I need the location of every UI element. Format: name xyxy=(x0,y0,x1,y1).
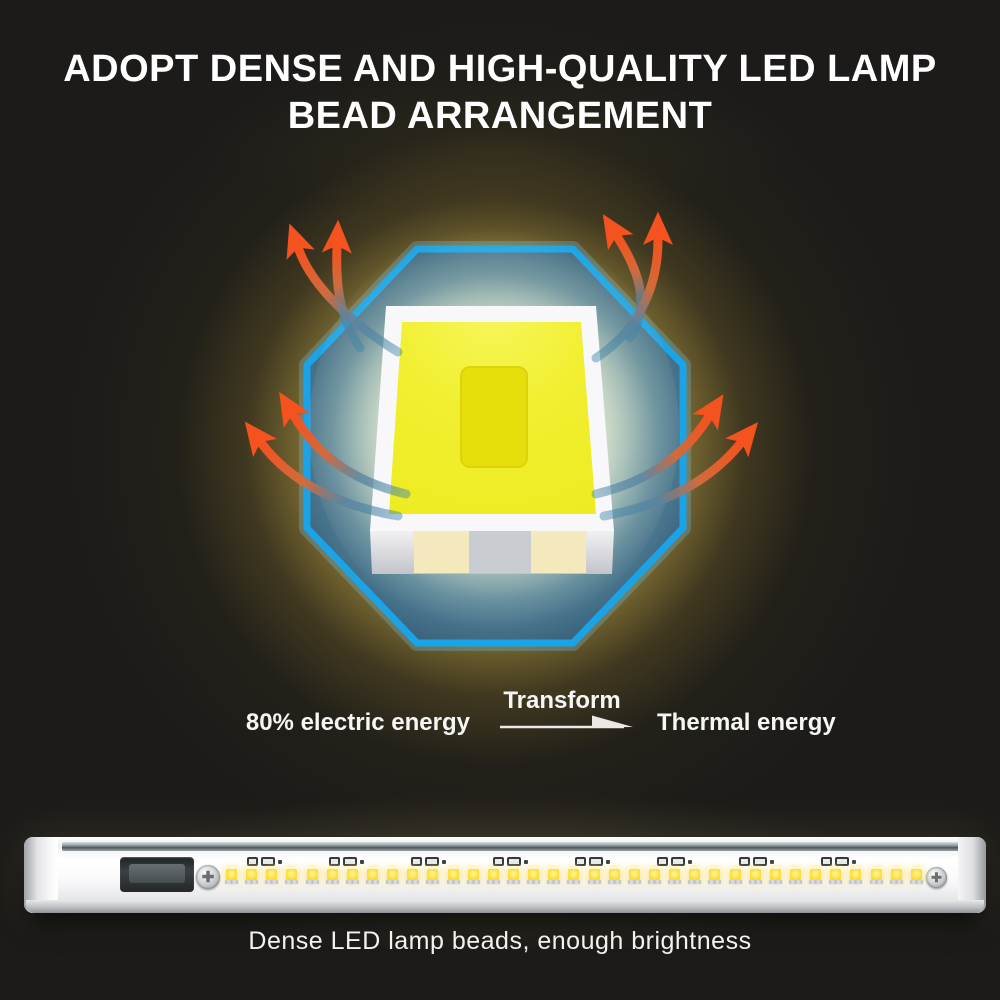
page-title: ADOPT DENSE AND HIGH-QUALITY LED LAMP BE… xyxy=(0,46,1000,140)
page-title-line2: BEAD ARRANGEMENT xyxy=(287,95,713,137)
led-bead xyxy=(908,867,924,885)
led-bead xyxy=(445,867,461,885)
smd-component-group xyxy=(821,857,856,866)
led-bead xyxy=(626,867,642,885)
led-bead xyxy=(687,867,703,885)
heat-arrow xyxy=(599,422,759,521)
smd-component-group xyxy=(575,857,610,866)
led-bead xyxy=(505,867,521,885)
page-title-line1: ADOPT DENSE AND HIGH-QUALITY LED LAMP xyxy=(63,48,937,90)
led-bead xyxy=(606,867,622,885)
led-bead xyxy=(264,867,280,885)
led-bead xyxy=(646,867,662,885)
led-bead xyxy=(405,867,421,885)
led-bead xyxy=(425,867,441,885)
led-bead xyxy=(364,867,380,885)
caption: Dense LED lamp beads, enough brightness xyxy=(248,927,752,955)
led-bead xyxy=(667,867,683,885)
screw-icon xyxy=(196,865,220,889)
led-chip xyxy=(370,306,614,574)
led-bead xyxy=(747,867,763,885)
led-bead xyxy=(344,867,360,885)
electric-energy-label: 80% electric energy xyxy=(245,709,470,736)
smd-component-group xyxy=(493,857,528,866)
smd-component-group xyxy=(329,857,364,866)
transform-arrow xyxy=(500,715,633,729)
led-bead xyxy=(465,867,481,885)
chip-solder-pad xyxy=(531,531,586,573)
strip-diffuser-channel xyxy=(62,842,964,851)
heat-arrow xyxy=(591,394,724,499)
heat-arrow xyxy=(286,223,403,357)
heat-arrow xyxy=(279,391,411,499)
led-row xyxy=(224,867,924,886)
led-bead xyxy=(586,867,602,885)
led-bead xyxy=(888,867,904,885)
smd-component-group xyxy=(411,857,446,866)
led-bead xyxy=(485,867,501,885)
smd-component-group xyxy=(247,857,282,866)
heat-arrow xyxy=(244,421,403,521)
led-bead xyxy=(828,867,844,885)
led-bead xyxy=(244,867,260,885)
transform-arrowhead xyxy=(592,715,633,728)
heat-arrows xyxy=(244,211,759,521)
led-bead xyxy=(324,867,340,885)
led-bead xyxy=(385,867,401,885)
led-bead xyxy=(868,867,884,885)
chip-front-center xyxy=(468,531,532,573)
smd-component-group xyxy=(657,857,692,866)
led-bead xyxy=(767,867,783,885)
chip-solder-pad xyxy=(414,531,469,573)
led-bead xyxy=(224,867,239,885)
led-bead xyxy=(707,867,723,885)
heat-arrow xyxy=(321,219,365,353)
led-bead xyxy=(727,867,743,885)
usb-port xyxy=(120,857,194,892)
strip-bottom-lip xyxy=(26,900,984,913)
led-bead xyxy=(526,867,542,885)
screw-icon xyxy=(926,867,947,888)
led-bead xyxy=(304,867,320,885)
led-bead xyxy=(284,867,300,885)
led-bead xyxy=(787,867,803,885)
smd-component-group xyxy=(739,857,774,866)
transform-label: Transform xyxy=(503,687,621,714)
thermal-energy-label: Thermal energy xyxy=(657,709,836,736)
component-row xyxy=(24,857,986,867)
chip-die xyxy=(460,366,528,468)
led-bead xyxy=(546,867,562,885)
heat-arrow xyxy=(602,214,646,343)
led-bead xyxy=(808,867,824,885)
led-bead xyxy=(566,867,582,885)
led-strip-bar xyxy=(24,837,986,913)
heat-arrow xyxy=(591,211,673,363)
led-bead xyxy=(848,867,864,885)
